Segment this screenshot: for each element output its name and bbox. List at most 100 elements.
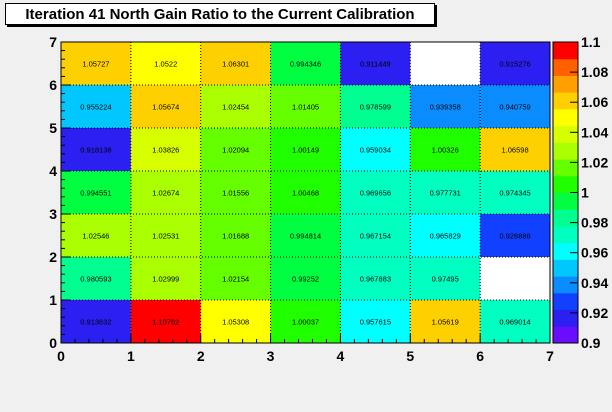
cell-value-label: 1.01688 (222, 232, 249, 241)
x-tick-label: 0 (57, 348, 65, 364)
y-tick-label: 2 (49, 249, 57, 265)
palette-tick-label: 1.02 (581, 154, 608, 170)
cell-value-label: 0.967154 (360, 232, 391, 241)
cell-value-label: 1.06301 (222, 60, 249, 69)
y-tick-label: 6 (49, 77, 57, 93)
heatmap-cell (340, 42, 411, 85)
cell-value-label: 0.969014 (499, 318, 530, 327)
palette-swatch (553, 142, 578, 160)
heatmap-cell (61, 171, 131, 214)
palette-swatch (553, 259, 578, 277)
cell-value-label: 1.03826 (152, 146, 179, 155)
y-tick-label: 5 (49, 120, 57, 136)
heatmap-cell (200, 214, 271, 257)
heatmap-cell (480, 214, 550, 257)
palette-swatch (553, 175, 578, 193)
heatmap-cell (130, 85, 201, 128)
palette-tick-label: 1.1 (581, 34, 601, 50)
cell-value-label: 1.02154 (222, 275, 249, 284)
cell-value-label: 1.02531 (152, 232, 179, 241)
heatmap-cell (480, 42, 550, 85)
cell-value-label: 0.955224 (80, 103, 111, 112)
cell-value-label: 1.00468 (292, 189, 319, 198)
heatmap-cell (270, 128, 341, 171)
heatmap-cell (410, 257, 481, 300)
palette-tick-label: 1.08 (581, 64, 608, 80)
palette-swatch (553, 42, 578, 60)
heatmap-cell (410, 214, 481, 257)
cell-value-label: 1.02546 (82, 232, 109, 241)
cell-value-label: 1.00149 (292, 146, 319, 155)
palette-swatch (553, 58, 578, 76)
cell-value-label: 0.994814 (290, 232, 321, 241)
y-tick-label: 7 (49, 34, 57, 50)
palette-tick-label: 0.96 (581, 245, 608, 261)
cell-value-label: 0.967883 (360, 275, 391, 284)
cell-value-label: 1.05674 (152, 103, 179, 112)
heatmap-cell (410, 300, 481, 343)
y-tick-label: 1 (49, 292, 57, 308)
heatmap-cell (61, 128, 131, 171)
y-tick-label: 4 (49, 163, 57, 179)
heatmap-cell (270, 300, 341, 343)
cell-value-label: 0.977731 (430, 189, 461, 198)
heatmap-cell (270, 214, 341, 257)
cell-value-label: 0.918138 (80, 146, 111, 155)
palette-swatch (553, 159, 578, 177)
cell-value-label: 0.959034 (360, 146, 391, 155)
title-box: Iteration 41 North Gain Ratio to the Cur… (5, 3, 435, 25)
chart-title: Iteration 41 North Gain Ratio to the Cur… (25, 6, 415, 23)
cell-value-label: 0.913632 (80, 318, 111, 327)
palette-tick-label: 1.06 (581, 94, 608, 110)
heatmap-cell (410, 128, 481, 171)
palette-swatch (553, 192, 578, 210)
palette-swatch (553, 326, 578, 344)
palette-tick-label: 1 (581, 185, 589, 201)
heatmap-cell (130, 42, 201, 85)
y-tick-label: 3 (49, 206, 57, 222)
heatmap-cell (480, 171, 550, 214)
x-tick-label: 2 (197, 348, 205, 364)
x-tick-label: 7 (546, 348, 554, 364)
palette-swatch (553, 209, 578, 227)
cell-value-label: 1.0522 (154, 60, 177, 69)
cell-value-label: 0.957615 (360, 318, 391, 327)
x-tick-label: 6 (476, 348, 484, 364)
heatmap-cell (270, 85, 341, 128)
x-tick-label: 5 (406, 348, 414, 364)
heatmap-cell (61, 257, 131, 300)
cell-value-label: 0.994551 (80, 189, 111, 198)
palette-swatch (553, 108, 578, 127)
x-tick-label: 3 (267, 348, 275, 364)
palette-swatch (553, 276, 578, 294)
heatmap-cell (340, 214, 411, 257)
heatmap-cell (270, 171, 341, 214)
palette-swatch (553, 292, 578, 311)
cell-value-label: 0.99252 (292, 275, 319, 284)
cell-value-label: 0.974345 (499, 189, 530, 198)
heatmap-cell (480, 128, 550, 171)
plot-frame (60, 41, 551, 344)
heatmap-cell (480, 300, 550, 343)
heatmap-cell (200, 257, 271, 300)
cell-value-label: 1.05619 (432, 318, 459, 327)
heatmap-cell (130, 214, 201, 257)
cell-value-label: 0.926886 (499, 232, 530, 241)
cell-value-label: 0.939358 (430, 103, 461, 112)
palette-swatch (553, 75, 578, 93)
cell-value-label: 1.05308 (222, 318, 249, 327)
cell-value-label: 1.02674 (152, 189, 179, 198)
cell-value-label: 1.02454 (222, 103, 249, 112)
cell-value-label: 0.969656 (360, 189, 391, 198)
cell-value-label: 1.02999 (152, 275, 179, 284)
palette-swatch (553, 309, 578, 327)
heatmap-cell (270, 257, 341, 300)
cell-value-label: 1.01405 (292, 103, 319, 112)
cell-value-label: 0.994346 (290, 60, 321, 69)
palette-tick-label: 0.9 (581, 335, 601, 351)
cell-value-label: 0.911449 (360, 60, 391, 69)
cell-value-label: 0.97495 (432, 275, 459, 284)
cell-value-label: 1.00326 (432, 146, 459, 155)
